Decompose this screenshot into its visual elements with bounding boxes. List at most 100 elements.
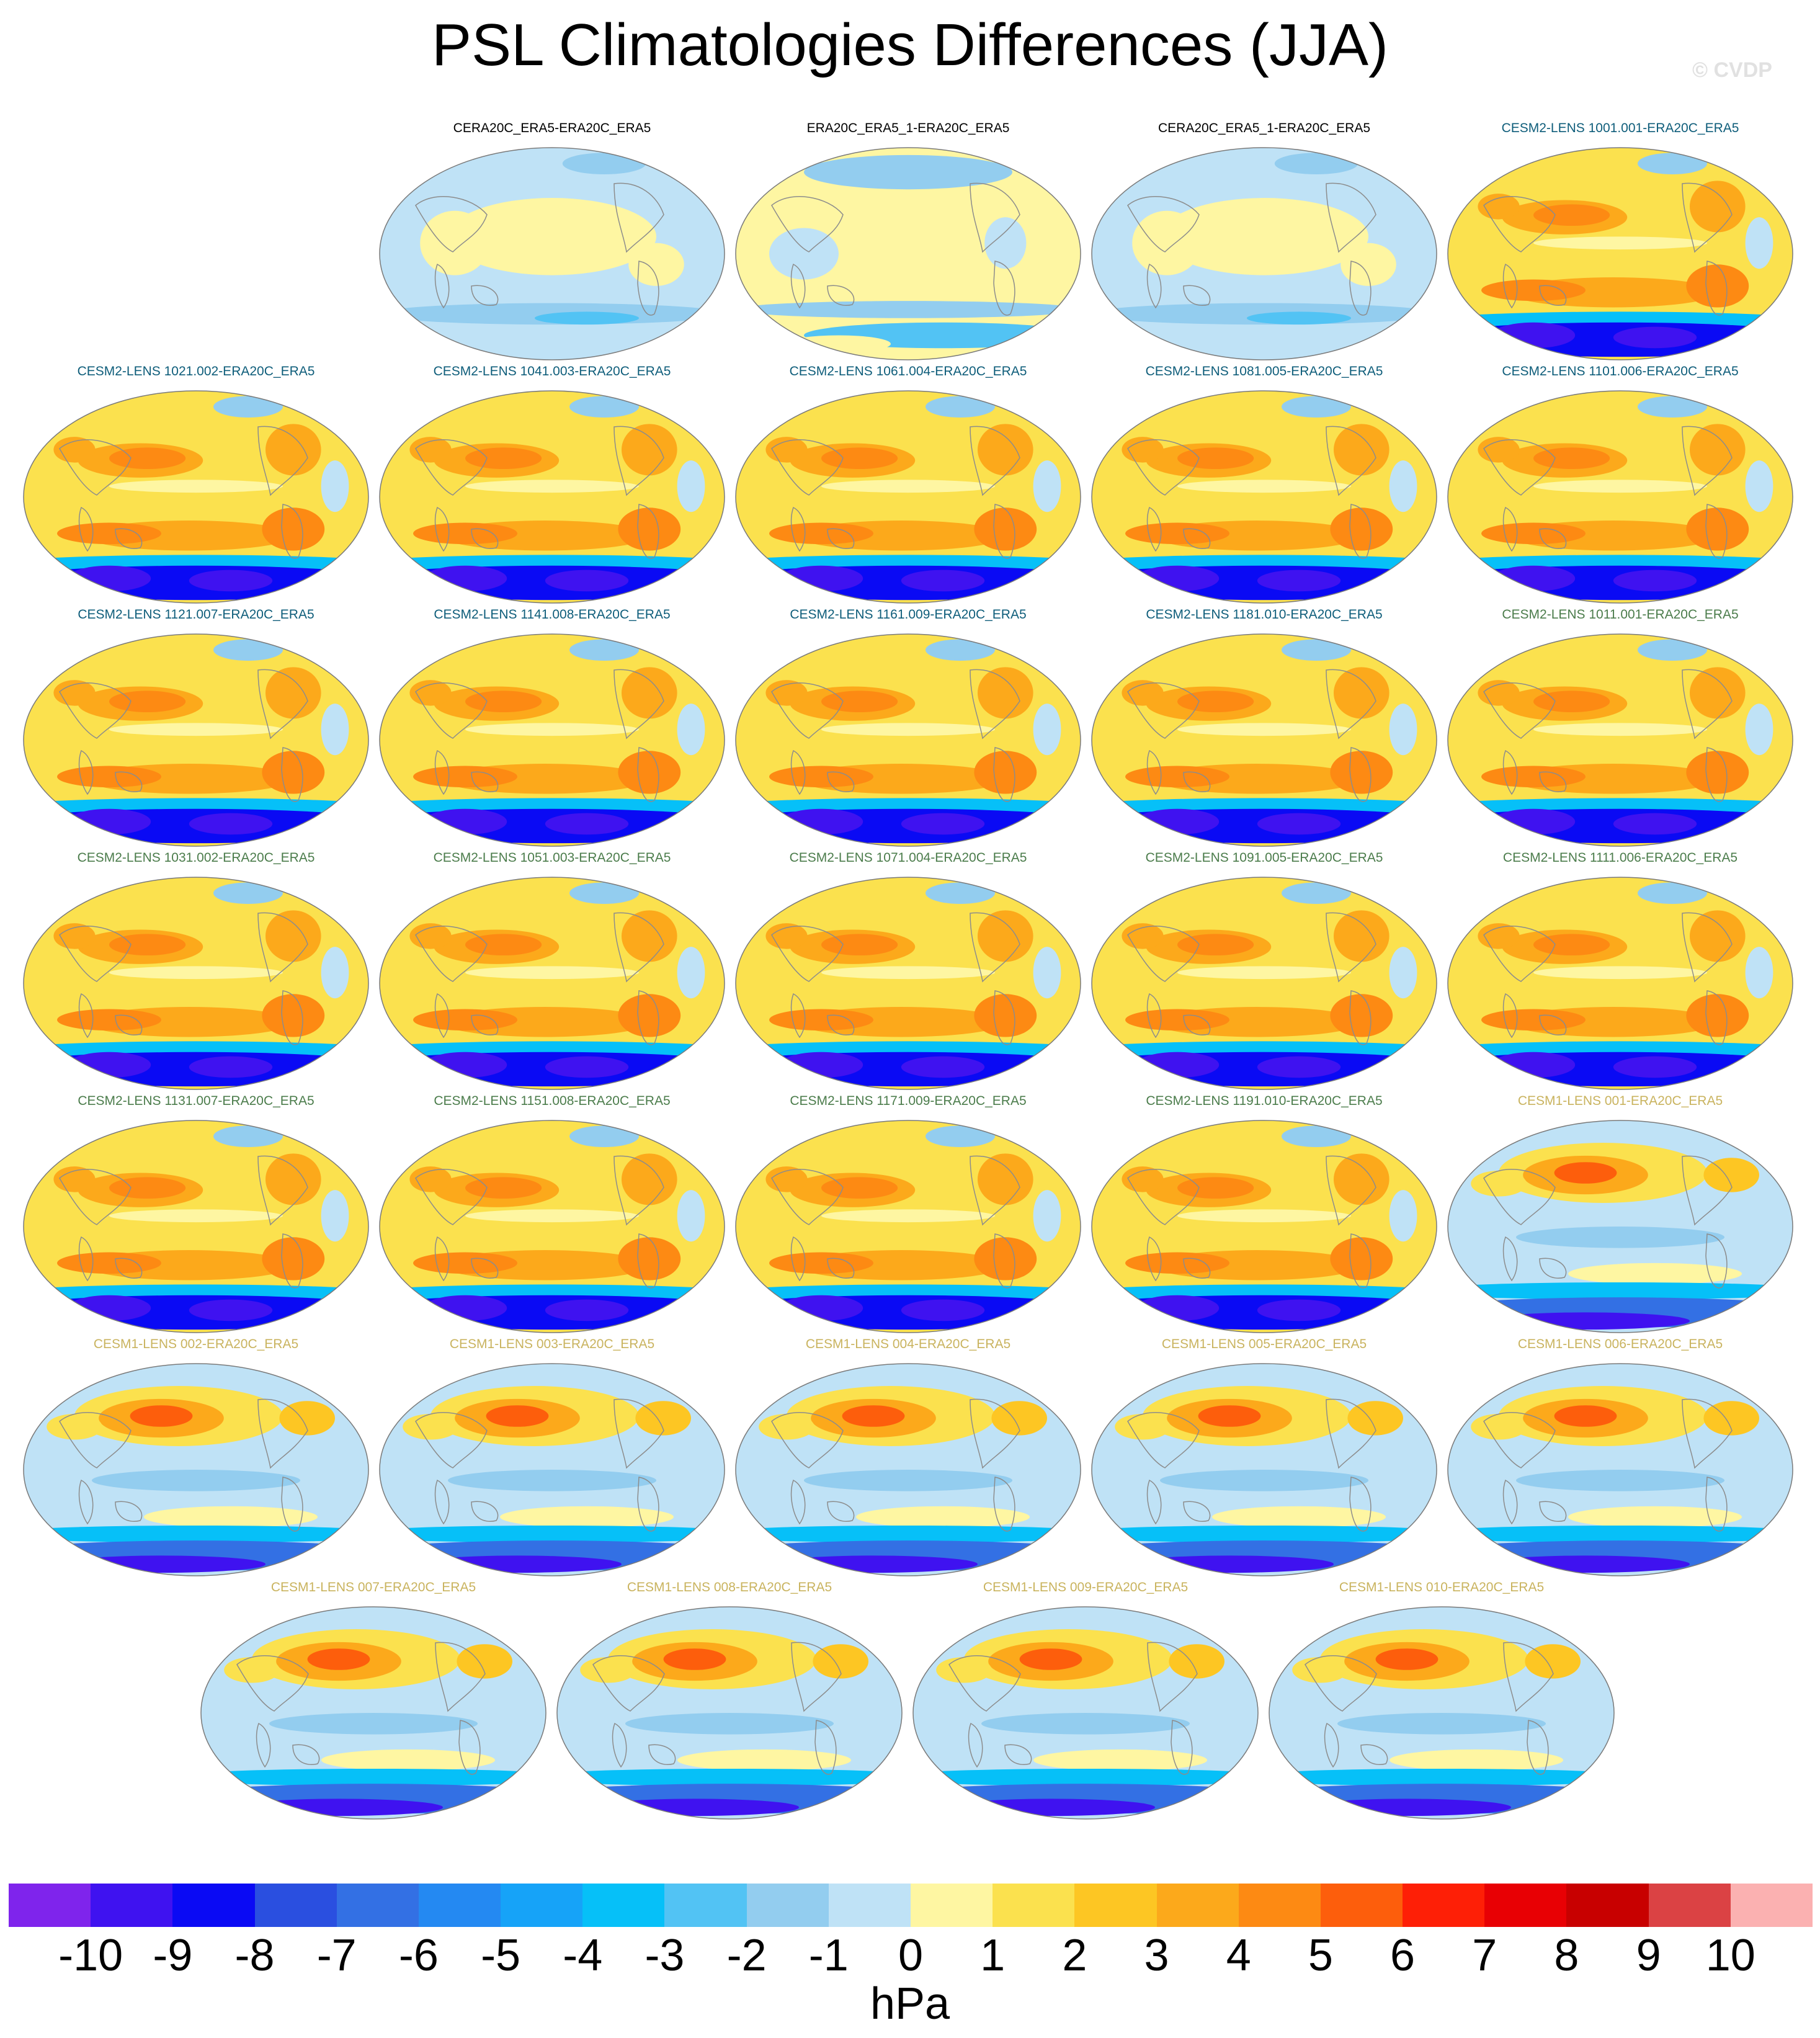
field-contour [779,565,863,592]
coastline [993,504,1015,559]
field-contour [1389,947,1417,999]
field-contour [67,565,151,592]
field-contour [557,1768,902,1786]
field-contour [663,1648,726,1670]
coastline [592,1655,665,1712]
coastline [1502,263,1518,309]
coastline [471,1258,499,1279]
field-contour [1471,1171,1527,1197]
field-contour [1334,1153,1390,1205]
coastline [1127,682,1200,739]
field-contour [779,1052,863,1078]
coastline [1502,993,1518,1039]
field-contour [1125,1555,1334,1573]
field-contour [189,1299,273,1321]
coastline [115,1258,143,1279]
colorbar-tick-label: -3 [645,1931,685,1980]
field-contour [1125,522,1229,545]
field-contour [1340,243,1396,286]
colorbar-swatch [336,1884,419,1927]
map-border [1269,1606,1615,1820]
field-contour [1448,1525,1793,1543]
coastline [281,504,303,559]
field-contour [213,396,283,418]
field-contour [1638,882,1707,904]
map-border [23,633,369,847]
field-contour [109,723,283,736]
colorbar-swatch [911,1884,993,1927]
field-contour [1491,1052,1576,1078]
coastline [1682,182,1733,253]
field-contour [842,1405,905,1427]
panel-label: CESM2-LENS 1041.003-ERA20C_ERA5 [433,364,671,378]
map-border [556,1606,903,1820]
field-contour [321,704,349,756]
field-contour [1516,1470,1724,1491]
world-map-panel [379,147,725,360]
field-contour [821,447,898,470]
field-contour [1613,813,1697,835]
map-border [379,877,725,1090]
coastline [1349,261,1372,316]
field-contour [769,522,873,545]
panel-label: CESM2-LENS 1091.005-ERA20C_ERA5 [1145,851,1383,865]
panel-label: CERA20C_ERA5-ERA20C_ERA5 [453,121,651,135]
coastline [1705,990,1728,1045]
field-contour [1212,1506,1386,1528]
field-contour [224,1657,280,1683]
field-contour [1303,1799,1511,1817]
coastline [1183,771,1211,792]
field-contour [1533,480,1707,493]
colorbar-tick-label: -1 [808,1931,849,1980]
field-contour [109,934,186,956]
field-contour [1282,882,1351,904]
field-contour [465,1209,639,1223]
field-contour [1554,1162,1617,1184]
field-contour [856,1506,1030,1528]
coastline [637,261,659,316]
field-contour [804,154,1012,190]
field-contour [978,910,1033,962]
coastline [1349,990,1372,1045]
colorbar-swatch [1566,1884,1649,1927]
map-border [735,390,1081,604]
colorbar-swatch [9,1884,91,1927]
map-border [23,877,369,1090]
field-contour [465,447,542,470]
field-contour [1481,279,1586,302]
coastline [115,1501,143,1522]
field-contour [1533,966,1707,980]
field-contour [569,396,639,418]
field-contour [189,1056,273,1078]
field-contour [109,1209,283,1223]
coastline [256,1722,271,1768]
field-contour [1533,447,1610,470]
field-contour [821,1209,995,1223]
field-contour [1019,1648,1082,1670]
coastline [471,771,499,792]
world-map-panel [1447,390,1793,604]
coastline [257,1155,308,1226]
field-contour [67,1295,151,1321]
panel-label: ERA20C_ERA5_1-ERA20C_ERA5 [806,121,1010,135]
coastline [78,993,94,1039]
panel-label: CESM2-LENS 1181.010-ERA20C_ERA5 [1146,607,1383,622]
map-border [379,1120,725,1333]
field-contour [1686,507,1749,551]
field-contour [779,808,863,835]
coastline [59,1412,132,1468]
coastline [1326,669,1376,740]
field-contour [265,424,321,476]
colorbar-swatch [1730,1884,1813,1927]
field-contour [1282,396,1351,418]
field-contour [1613,326,1697,349]
world-map-panel [200,1606,546,1820]
world-map-panel [1091,633,1437,847]
coastline [612,1722,627,1768]
world-map-panel [1269,1606,1615,1820]
colorbar-swatch [582,1884,665,1927]
field-contour [213,639,283,661]
coastline [1539,1014,1567,1035]
colorbar-tick-label: 1 [980,1931,1006,1980]
panel-label: CESM1-LENS 002-ERA20C_ERA5 [93,1337,299,1351]
